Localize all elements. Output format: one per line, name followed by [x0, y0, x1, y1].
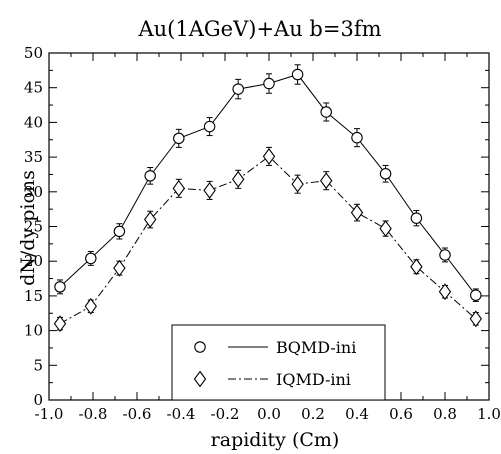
data-point-circle [379, 168, 392, 180]
legend-marker-diamond [193, 370, 207, 388]
x-tick-label: -0.6 [123, 405, 152, 423]
y-tick-label: 25 [24, 218, 43, 236]
series-line-1 [59, 155, 477, 325]
data-point-diamond [350, 204, 364, 222]
y-axis-label: dN/dy pions [17, 170, 39, 286]
data-point-diamond [84, 297, 97, 315]
data-point-circle [439, 249, 451, 261]
y-tick-label: 15 [24, 287, 43, 305]
x-axis-label: rapidity (Cm) [211, 429, 340, 451]
data-point-diamond [232, 170, 245, 188]
data-point-circle [291, 68, 304, 81]
data-point-diamond [53, 315, 67, 333]
plot-area: -1.0 -0.8 -0.6 -0.4 -0.2 0.0 0.2 0.4 0.6 0.8 1.0 0 5… [24, 44, 501, 423]
data-point-circle [203, 120, 216, 133]
legend-label: BQMD-ini [276, 338, 356, 357]
x-tick-label: -0.8 [79, 405, 108, 423]
data-point-circle [85, 252, 97, 265]
data-point-circle [263, 77, 275, 90]
data-point-circle [173, 132, 185, 145]
data-point-diamond [172, 179, 185, 197]
data-point-circle [113, 225, 126, 238]
y-tick-label: 5 [33, 356, 43, 374]
data-point-diamond [291, 175, 304, 193]
y-tick-label: 35 [24, 148, 43, 166]
legend-label: IQMD-ini [276, 370, 351, 389]
data-point-circle [320, 106, 332, 118]
legend-marker-circle [194, 341, 206, 353]
chart-title: Au(1AGeV)+Au b=3fm [137, 17, 381, 41]
data-point-circle [410, 212, 423, 224]
data-point-diamond [469, 310, 482, 328]
x-tick-label: 0.6 [389, 405, 413, 423]
y-tick-label: 20 [24, 252, 43, 270]
data-point-diamond [262, 147, 276, 165]
x-tick-label: 0.4 [345, 405, 369, 423]
x-tick-label: -0.2 [211, 405, 240, 423]
x-tick-label: 0.2 [301, 405, 325, 423]
x-tick-label: -1.0 [35, 405, 64, 423]
data-point-diamond [113, 259, 126, 277]
data-point-circle [351, 131, 363, 144]
data-point-diamond [438, 283, 452, 301]
legend-box [171, 324, 386, 401]
data-point-circle [470, 289, 482, 301]
y-tick-label: 45 [24, 79, 43, 97]
series-line-0 [59, 73, 477, 296]
data-point-diamond [203, 181, 216, 199]
y-tick-label: 50 [24, 44, 43, 62]
data-point-diamond [410, 258, 423, 276]
data-point-circle [54, 281, 66, 293]
data-point-circle [144, 170, 156, 182]
data-point-diamond [144, 211, 157, 228]
x-tick-label: 1.0 [477, 405, 501, 423]
x-tick-label: 0.8 [433, 405, 457, 423]
y-tick-label: 10 [24, 322, 43, 340]
x-tick-label: -0.4 [167, 405, 196, 423]
data-point-circle [232, 83, 244, 95]
y-tick-label: 0 [33, 391, 43, 409]
x-tick-label: 0.0 [257, 405, 281, 423]
data-point-diamond [320, 172, 333, 190]
y-tick-label: 30 [24, 183, 43, 201]
y-tick-label: 40 [24, 113, 43, 131]
data-point-diamond [379, 220, 392, 238]
